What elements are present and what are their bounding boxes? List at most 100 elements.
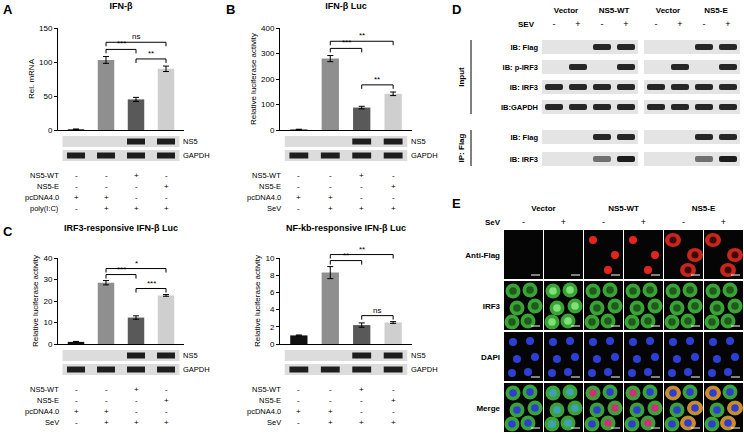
svg-text:IFN-β Luc: IFN-β Luc bbox=[325, 1, 367, 11]
svg-text:+: + bbox=[104, 193, 109, 202]
svg-text:NF-kb-responsive IFN-β Luc: NF-kb-responsive IFN-β Luc bbox=[286, 223, 406, 233]
svg-text:-: - bbox=[392, 193, 395, 202]
svg-text:0: 0 bbox=[48, 340, 53, 349]
svg-text:GAPDH: GAPDH bbox=[183, 151, 210, 160]
svg-text:-: - bbox=[329, 396, 332, 405]
svg-text:GAPDH: GAPDH bbox=[411, 365, 438, 374]
svg-text:+: + bbox=[575, 19, 580, 29]
svg-text:NS5-E: NS5-E bbox=[259, 182, 281, 191]
svg-text:NS5-E: NS5-E bbox=[704, 6, 728, 15]
svg-text:NS5-WT: NS5-WT bbox=[30, 171, 59, 180]
svg-text:+: + bbox=[359, 204, 364, 213]
svg-text:IB: IRF3: IB: IRF3 bbox=[510, 83, 538, 92]
svg-text:400: 400 bbox=[261, 24, 275, 33]
svg-text:+: + bbox=[391, 204, 396, 213]
svg-text:-: - bbox=[392, 407, 395, 416]
svg-text:0: 0 bbox=[48, 126, 53, 135]
svg-text:-: - bbox=[522, 217, 525, 227]
svg-text:+: + bbox=[164, 182, 169, 191]
svg-text:+: + bbox=[561, 217, 566, 227]
svg-text:**: ** bbox=[359, 245, 365, 254]
svg-text:+: + bbox=[641, 217, 646, 227]
svg-text:-: - bbox=[703, 19, 706, 29]
svg-text:+: + bbox=[359, 385, 364, 394]
svg-text:Merge: Merge bbox=[476, 404, 500, 413]
svg-text:+: + bbox=[134, 171, 139, 180]
svg-text:6: 6 bbox=[270, 288, 275, 297]
svg-text:SeV: SeV bbox=[45, 418, 59, 427]
svg-text:IB: Flag: IB: Flag bbox=[511, 133, 539, 142]
svg-text:+: + bbox=[74, 407, 79, 416]
svg-text:100: 100 bbox=[261, 100, 275, 109]
svg-text:+: + bbox=[164, 204, 169, 213]
svg-text:-: - bbox=[392, 171, 395, 180]
svg-text:-: - bbox=[105, 182, 108, 191]
svg-text:-: - bbox=[360, 182, 363, 191]
svg-text:300: 300 bbox=[261, 49, 275, 58]
svg-text:-: - bbox=[553, 19, 556, 29]
svg-text:-: - bbox=[601, 19, 604, 29]
svg-text:+: + bbox=[296, 407, 301, 416]
svg-text:-: - bbox=[329, 182, 332, 191]
svg-text:+: + bbox=[328, 407, 333, 416]
svg-text:+: + bbox=[677, 19, 682, 29]
svg-text:-: - bbox=[135, 193, 138, 202]
svg-text:ns: ns bbox=[373, 306, 381, 315]
svg-text:Relative luciferase activity: Relative luciferase activity bbox=[31, 255, 40, 347]
svg-text:-: - bbox=[75, 204, 78, 213]
svg-text:150: 150 bbox=[39, 24, 53, 33]
svg-text:-: - bbox=[329, 385, 332, 394]
svg-text:NS5-WT: NS5-WT bbox=[608, 204, 639, 213]
svg-text:+: + bbox=[328, 204, 333, 213]
svg-text:100: 100 bbox=[39, 58, 53, 67]
svg-text:-: - bbox=[105, 171, 108, 180]
svg-text:SeV: SeV bbox=[267, 418, 281, 427]
svg-text:+: + bbox=[104, 407, 109, 416]
svg-text:NS5: NS5 bbox=[411, 351, 426, 360]
svg-text:+: + bbox=[134, 204, 139, 213]
svg-text:Vector: Vector bbox=[531, 204, 555, 213]
svg-text:-: - bbox=[682, 217, 685, 227]
svg-text:poly(I:C): poly(I:C) bbox=[30, 204, 59, 213]
svg-text:-: - bbox=[165, 407, 168, 416]
svg-text:+: + bbox=[164, 396, 169, 405]
svg-text:NS5-E: NS5-E bbox=[692, 204, 716, 213]
svg-text:-: - bbox=[297, 396, 300, 405]
svg-text:pcDNA4.0: pcDNA4.0 bbox=[25, 193, 59, 202]
svg-text:***: *** bbox=[147, 279, 156, 288]
svg-text:SeV: SeV bbox=[485, 218, 501, 227]
svg-text:**: ** bbox=[374, 75, 380, 84]
svg-text:-: - bbox=[75, 418, 78, 427]
svg-text:NS5-WT: NS5-WT bbox=[599, 6, 630, 15]
svg-text:Rel. mRNA: Rel. mRNA bbox=[27, 58, 36, 99]
svg-text:+: + bbox=[104, 204, 109, 213]
svg-text:Vector: Vector bbox=[554, 6, 578, 15]
svg-text:-: - bbox=[360, 193, 363, 202]
svg-text:**: ** bbox=[359, 31, 365, 40]
svg-text:IFN-β: IFN-β bbox=[110, 1, 133, 11]
svg-text:200: 200 bbox=[261, 75, 275, 84]
svg-text:NS5: NS5 bbox=[411, 137, 426, 146]
svg-text:-: - bbox=[602, 217, 605, 227]
svg-text:+: + bbox=[164, 418, 169, 427]
svg-text:-: - bbox=[655, 19, 658, 29]
svg-text:40: 40 bbox=[43, 254, 52, 263]
svg-text:+: + bbox=[725, 19, 730, 29]
svg-text:-: - bbox=[135, 407, 138, 416]
svg-text:NS5: NS5 bbox=[183, 351, 198, 360]
svg-text:IB: IRF3: IB: IRF3 bbox=[510, 155, 538, 164]
svg-text:ns: ns bbox=[132, 32, 140, 41]
svg-text:8: 8 bbox=[270, 271, 275, 280]
svg-text:+: + bbox=[328, 193, 333, 202]
svg-text:SeV: SeV bbox=[267, 204, 281, 213]
svg-text:***: *** bbox=[117, 265, 126, 274]
svg-text:-: - bbox=[165, 171, 168, 180]
svg-text:GAPDH: GAPDH bbox=[411, 151, 438, 160]
svg-text:+: + bbox=[104, 418, 109, 427]
svg-text:10: 10 bbox=[43, 318, 52, 327]
svg-text:Input: Input bbox=[457, 67, 466, 87]
svg-text:IRF3: IRF3 bbox=[483, 302, 501, 311]
svg-text:Anti-Flag: Anti-Flag bbox=[465, 251, 500, 260]
svg-text:-: - bbox=[297, 418, 300, 427]
svg-text:***: *** bbox=[117, 39, 126, 48]
